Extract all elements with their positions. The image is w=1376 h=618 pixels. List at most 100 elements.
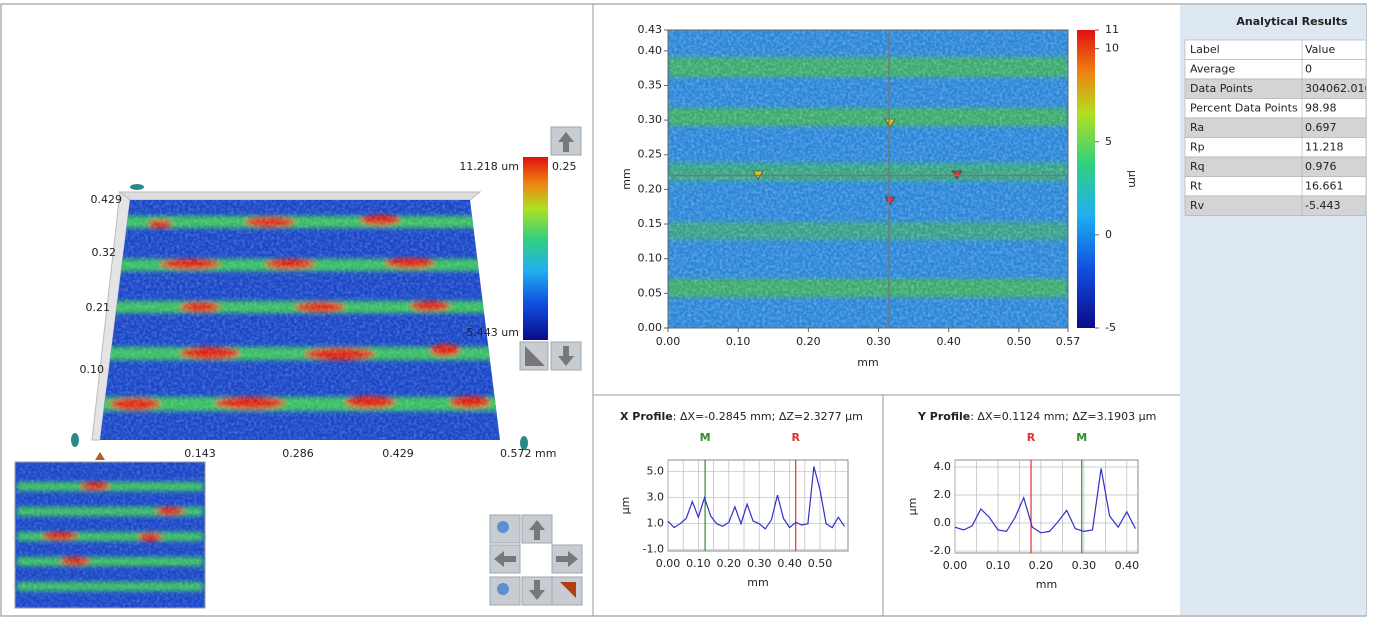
table-row bbox=[1184, 117, 1367, 138]
surface-3d bbox=[91, 157, 548, 441]
profile-detail: : ΔX=-0.2845 mm; ΔZ=2.3277 µm bbox=[673, 410, 863, 423]
gizmo bbox=[71, 184, 528, 460]
colorbar-right: 0.25 bbox=[552, 160, 577, 173]
x-tick-label: 0.00 bbox=[943, 559, 968, 572]
cell-label: Ra bbox=[1190, 121, 1204, 134]
plot-frame bbox=[667, 29, 1069, 329]
x-tick-label: 0.10 bbox=[726, 335, 751, 348]
x-tick-label: 0.30 bbox=[747, 557, 772, 570]
x-tick-label: 0.00 bbox=[656, 335, 681, 348]
colorbar-tick-label: -5 bbox=[1105, 321, 1116, 334]
x-tick-label: 0.00 bbox=[656, 557, 681, 570]
colorbar-tick-label: 5 bbox=[1105, 135, 1112, 148]
x-axis-label: 0.572 mm bbox=[500, 447, 556, 460]
cell-label: Average bbox=[1190, 62, 1235, 75]
table-row bbox=[1184, 195, 1367, 216]
cell-label: Rq bbox=[1190, 160, 1205, 173]
x-axis-title: mm bbox=[857, 356, 878, 369]
x-tick-label: 0.57 bbox=[1056, 335, 1081, 348]
profile-name: Y Profile bbox=[917, 410, 970, 423]
cell-label: Rt bbox=[1190, 179, 1203, 192]
cell-label: Rv bbox=[1190, 199, 1205, 212]
y-tick-label: 0.40 bbox=[638, 44, 663, 57]
x-axis-title: mm bbox=[747, 576, 768, 589]
cell-value: 304062.016 bbox=[1305, 82, 1371, 95]
profile-detail: : ΔX=0.1124 mm; ΔZ=3.1903 µm bbox=[970, 410, 1156, 423]
y-tick-label: 0.25 bbox=[638, 148, 663, 161]
y-tick-label: 0.05 bbox=[638, 286, 663, 299]
cell-value: 98.98 bbox=[1305, 101, 1337, 114]
y-tick-label: 1.0 bbox=[647, 517, 665, 530]
cell-value: 0.697 bbox=[1305, 121, 1337, 134]
cell-label: Data Points bbox=[1190, 82, 1253, 95]
colorbar-max: 11.218 um bbox=[459, 160, 519, 173]
x-tick-label: 0.40 bbox=[1115, 559, 1140, 572]
y-tick-label: 5.0 bbox=[647, 465, 665, 478]
colorbar-min: -5.443 um bbox=[462, 326, 519, 339]
profile-title: Y Profile: ΔX=0.1124 mm; ΔZ=3.1903 µm bbox=[917, 410, 1156, 423]
x-axis-label: 0.429 bbox=[382, 447, 414, 460]
x-tick-label: 0.50 bbox=[808, 557, 833, 570]
x-axis-label: 0.143 bbox=[184, 447, 216, 460]
cell-value: Value bbox=[1305, 43, 1335, 56]
marker-label: R bbox=[791, 431, 800, 444]
x-tick-label: 0.30 bbox=[1072, 559, 1097, 572]
table-row bbox=[1184, 156, 1367, 177]
y-axis-label: 0.21 bbox=[86, 301, 111, 314]
y-tick-label: 3.0 bbox=[647, 491, 665, 504]
cell-label: Label bbox=[1190, 43, 1220, 56]
cell-value: 0.976 bbox=[1305, 160, 1337, 173]
y-axis-title: mm bbox=[620, 168, 633, 189]
x-tick-label: 0.10 bbox=[686, 557, 711, 570]
y-tick-label: 0.15 bbox=[638, 217, 663, 230]
x-tick-label: 0.10 bbox=[986, 559, 1011, 572]
cell-label: Rp bbox=[1190, 140, 1205, 153]
colorbar-tick-label: 10 bbox=[1105, 42, 1119, 55]
y-tick-label: -1.0 bbox=[643, 543, 664, 556]
profile-name: X Profile bbox=[620, 410, 673, 423]
y-axis-label: 0.10 bbox=[80, 363, 105, 376]
marker-label: M bbox=[700, 431, 711, 444]
x-axis-label: 0.286 bbox=[282, 447, 314, 460]
colorbar bbox=[1077, 30, 1095, 328]
plot-frame bbox=[667, 459, 849, 552]
profile-title: X Profile: ΔX=-0.2845 mm; ΔZ=2.3277 µm bbox=[620, 410, 863, 423]
profile-line bbox=[954, 468, 1136, 534]
y-axis-label: 0.429 bbox=[91, 193, 123, 206]
y-tick-label: 0.20 bbox=[638, 182, 663, 195]
x-tick-label: 0.20 bbox=[717, 557, 742, 570]
x-tick-label: 0.30 bbox=[866, 335, 891, 348]
y-tick-label: 4.0 bbox=[934, 460, 952, 473]
x-tick-label: 0.20 bbox=[796, 335, 821, 348]
cell-value: -5.443 bbox=[1305, 199, 1340, 212]
y-tick-label: -2.0 bbox=[930, 544, 951, 557]
arrow-glyphs bbox=[494, 132, 578, 600]
y-tick-label: 0.43 bbox=[638, 23, 663, 36]
cell-value: 0 bbox=[1305, 62, 1312, 75]
profile-line bbox=[667, 466, 845, 530]
colorbar-title: µm bbox=[1126, 170, 1139, 188]
y-tick-label: 0.10 bbox=[638, 252, 663, 265]
thumbnail bbox=[14, 461, 206, 609]
y-tick-label: 2.0 bbox=[934, 488, 952, 501]
x-tick-label: 0.40 bbox=[777, 557, 802, 570]
x-tick-label: 0.20 bbox=[1029, 559, 1054, 572]
colorbar-tick-label: 11 bbox=[1105, 23, 1119, 36]
y-axis-title: µm bbox=[619, 497, 632, 515]
y-tick-label: 0.00 bbox=[638, 321, 663, 334]
results-title: Analytical Results bbox=[1236, 15, 1348, 28]
y-tick-label: 0.30 bbox=[638, 113, 663, 126]
reset-button[interactable] bbox=[551, 576, 583, 606]
marker-label: R bbox=[1027, 431, 1036, 444]
y-tick-label: 0.0 bbox=[934, 516, 952, 529]
cell-value: 11.218 bbox=[1305, 140, 1344, 153]
cell-value: 16.661 bbox=[1305, 179, 1344, 192]
y-axis-label: 0.32 bbox=[92, 246, 117, 259]
height-map bbox=[668, 30, 1068, 328]
x-axis-title: mm bbox=[1036, 578, 1057, 591]
results-table: Label Value Average 0 Data Points 304062.016 P… bbox=[1184, 39, 1371, 216]
x-tick-label: 0.50 bbox=[1007, 335, 1032, 348]
x-tick-label: 0.40 bbox=[936, 335, 961, 348]
cell-label: Percent Data Points bbox=[1190, 101, 1298, 114]
